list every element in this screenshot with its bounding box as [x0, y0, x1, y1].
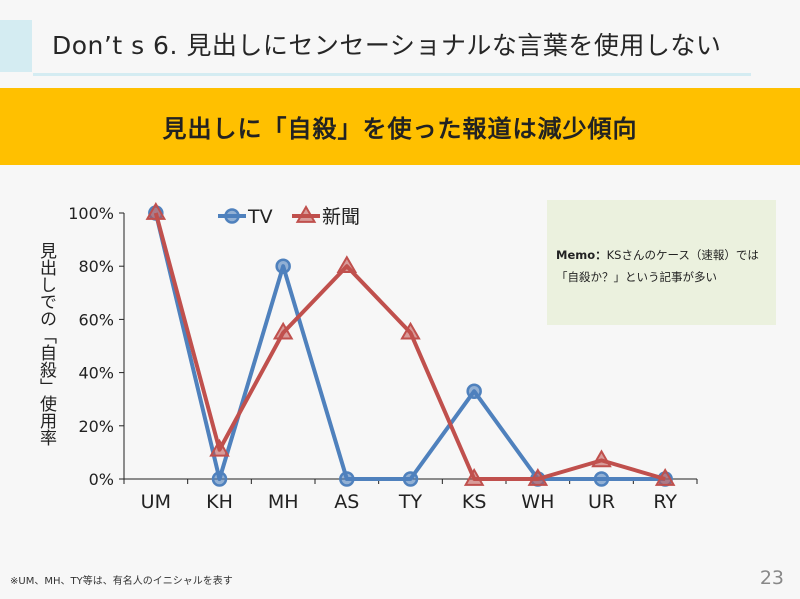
data-point-tv [211, 471, 228, 487]
footnote: ※UM、MH、TY等は、有名人のイニシャルを表す [10, 576, 233, 587]
data-point-tv [593, 471, 610, 487]
x-tick-label: AS [334, 491, 359, 513]
x-tick-label: UR [588, 491, 615, 513]
data-point-tv [402, 471, 419, 487]
data-point-tv [530, 471, 546, 487]
data-point-tv [339, 471, 355, 487]
data-point-tv [657, 471, 673, 487]
y-tick-label: 80% [78, 257, 114, 276]
data-point-tv [148, 205, 164, 221]
x-tick-label: KH [206, 491, 233, 513]
data-point-shimbun [336, 255, 358, 274]
memo-box: Memo：KSさんのケース（速報）では「自殺か？」という記事が多い [547, 200, 776, 325]
y-axis-label: 見出しでの「自殺」使用率 [36, 242, 56, 446]
y-tick-label: 20% [78, 417, 114, 436]
x-tick-label: TY [398, 491, 423, 513]
x-tick-label: WH [521, 491, 554, 513]
data-point-shimbun [527, 467, 549, 486]
legend-label-shimbun: 新聞 [322, 206, 360, 228]
data-point-shimbun [463, 467, 485, 486]
data-point-shimbun [145, 201, 167, 220]
x-tick-label: KS [462, 491, 487, 513]
data-point-shimbun [654, 467, 676, 486]
legend-label-tv: TV [247, 206, 273, 228]
y-tick-label: 60% [78, 310, 114, 329]
data-point-shimbun [400, 321, 421, 340]
legend-marker-tv [224, 208, 240, 224]
legend-marker-shimbun [295, 204, 317, 223]
y-tick-label: 100% [68, 204, 114, 223]
data-point-shimbun [272, 321, 294, 340]
subtitle-band: 見出しに「自殺」を使った報道は減少傾向 [0, 88, 800, 165]
title-underline [33, 73, 751, 76]
subtitle-text: 見出しに「自殺」を使った報道は減少傾向 [162, 115, 638, 143]
x-tick-label: UM [141, 491, 171, 513]
y-tick-label: 0% [89, 470, 114, 489]
data-point-shimbun [591, 449, 612, 468]
memo-label: Memo： [556, 248, 607, 262]
y-tick-label: 40% [78, 364, 114, 383]
page-number: 23 [759, 567, 784, 589]
x-tick-label: RY [653, 491, 677, 513]
data-point-shimbun [209, 438, 230, 457]
memo-text: KSさんのケース（速報）では「自殺か？」という記事が多い [556, 248, 759, 284]
slide-title: Don’t s 6. 見出しにセンセーショナルな言葉を使用しない [52, 31, 722, 60]
data-point-tv [466, 383, 482, 399]
title-accent-bar [0, 20, 32, 72]
x-tick-label: MH [268, 491, 299, 513]
data-point-tv [275, 258, 291, 274]
